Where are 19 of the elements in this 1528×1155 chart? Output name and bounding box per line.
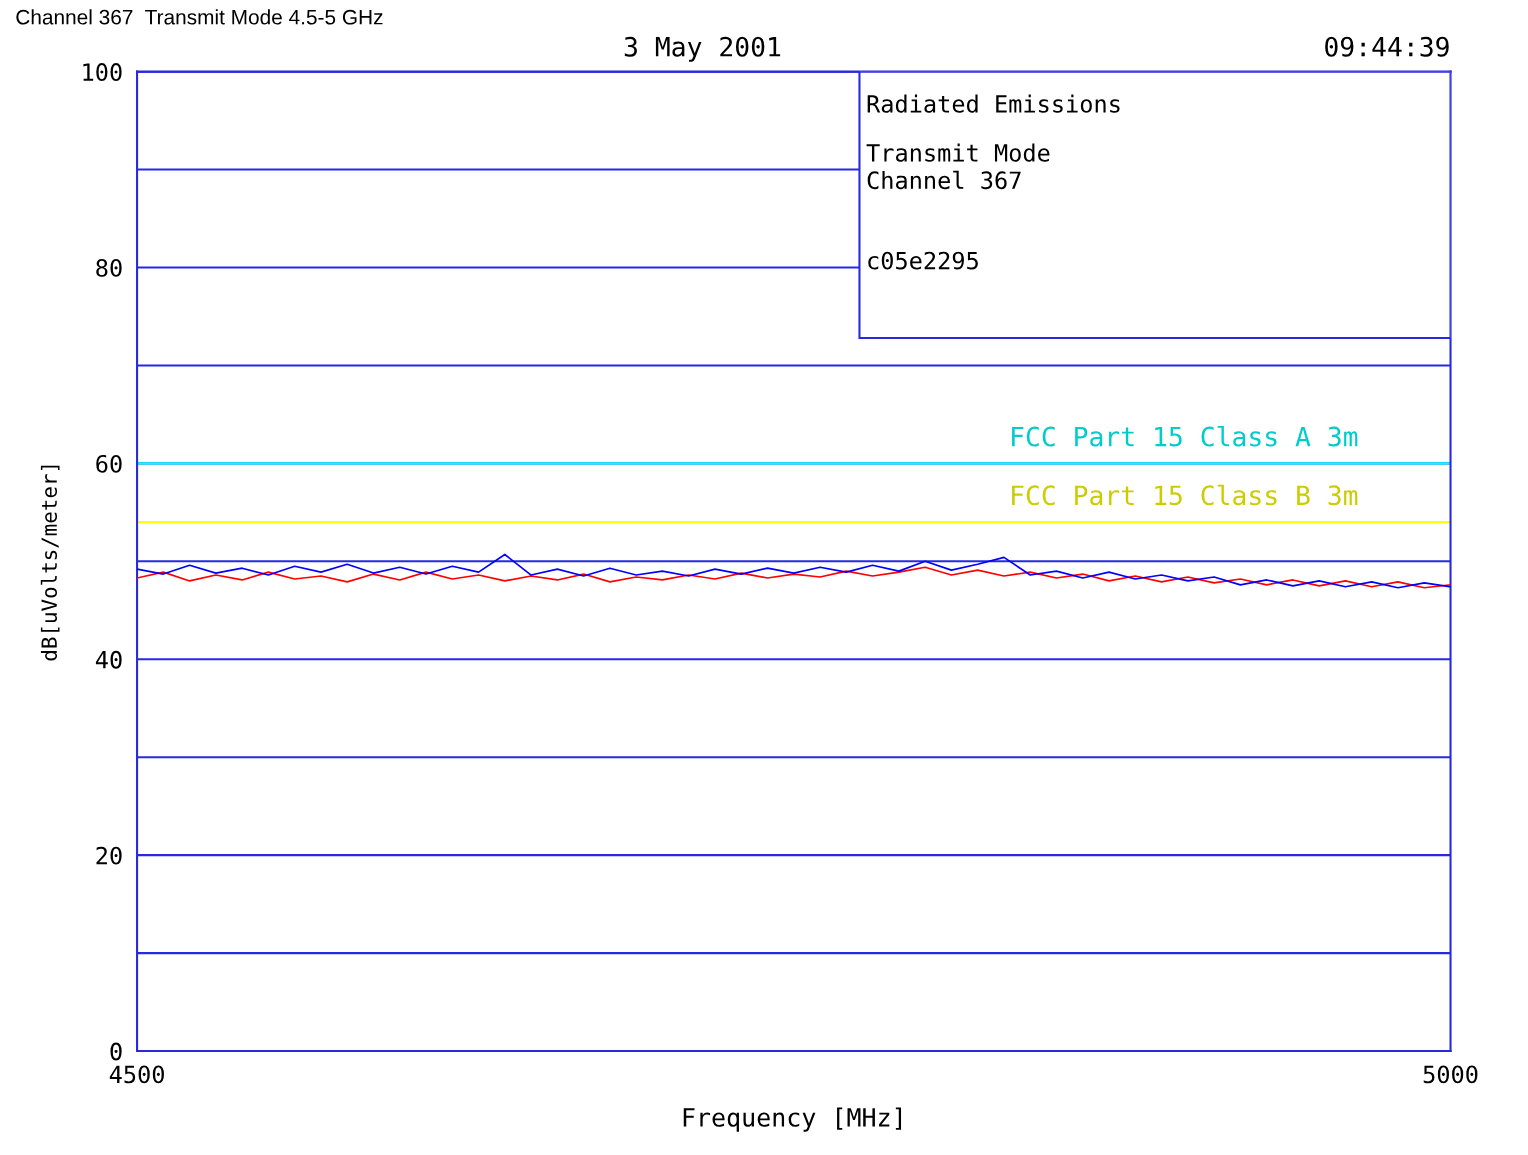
ref-line-label: FCC Part 15 Class B 3m <box>1012 484 1358 506</box>
y-tick-label: 40 <box>95 650 122 669</box>
y-tick-label: 60 <box>96 454 122 473</box>
text: 3 May 2001 <box>624 36 781 62</box>
y-axis-title: dB[uVolts/meter] <box>40 465 60 661</box>
y-tick-label: 0 <box>110 1042 122 1061</box>
text: 09:44:39 <box>1325 36 1449 57</box>
annotation: Channel 367 <box>867 170 1021 190</box>
ref-line-label: FCC Part 15 Class A 3m <box>1012 425 1358 447</box>
y-tick-label: 100 <box>83 63 122 81</box>
x-tick-label: 5000 <box>1423 1065 1478 1084</box>
y-tick-label: 80 <box>96 259 122 277</box>
annotation: Transmit Mode <box>866 143 1050 162</box>
chart-title: Channel 367 Transmit Mode 4.5-5 GHz <box>16 9 383 25</box>
x-tick-label: 4500 <box>109 1065 164 1084</box>
annotation: Radiated Emissions <box>867 94 1120 113</box>
annotation: c05e2295 <box>868 251 978 270</box>
x-axis-title: Frequency [MHz] <box>683 1107 902 1132</box>
y-tick-label: 20 <box>96 846 122 865</box>
